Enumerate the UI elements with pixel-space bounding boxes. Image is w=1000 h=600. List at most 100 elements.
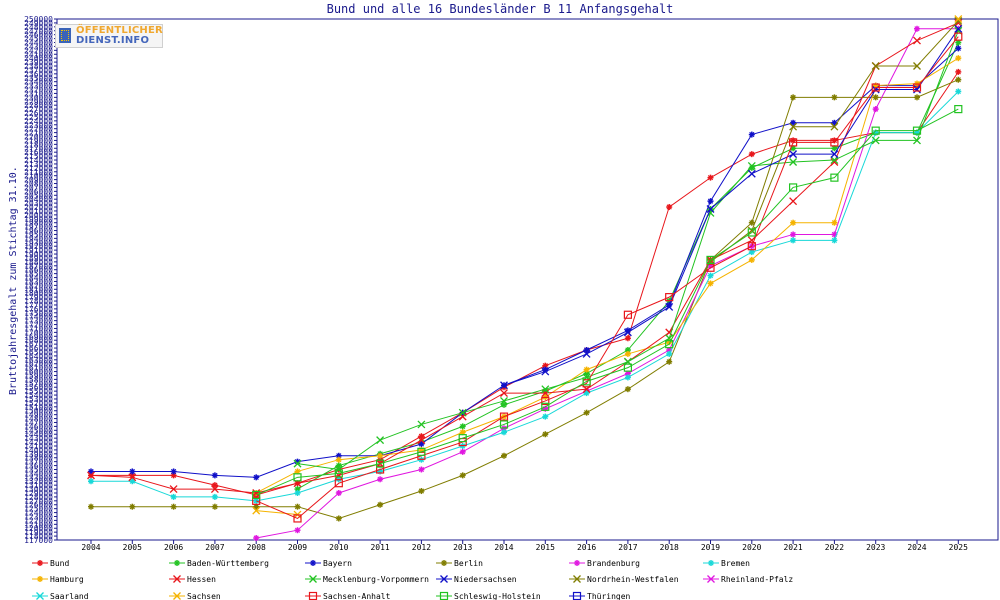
data-point	[624, 347, 631, 354]
legend-label: Mecklenburg-Vorpommern	[323, 575, 429, 584]
data-point	[913, 36, 921, 45]
data-point	[418, 441, 425, 448]
flag-icon	[59, 28, 71, 43]
series-9	[500, 24, 963, 390]
axes	[56, 18, 999, 541]
y-tick-label: 205000	[24, 191, 53, 200]
y-tick-label: 164000	[24, 352, 53, 361]
data-point	[211, 472, 218, 479]
y-tick-label: 199000	[24, 215, 53, 224]
y-tick-label: 194000	[24, 234, 53, 243]
data-point	[831, 237, 838, 244]
series-line	[91, 91, 959, 502]
y-tick-label: 166000	[24, 344, 53, 353]
y-tick-label: 121000	[24, 520, 53, 529]
data-point	[747, 242, 756, 251]
y-tick-label: 236000	[24, 70, 53, 79]
y-tick-label: 147000	[24, 418, 53, 427]
y-tick-label: 213000	[24, 160, 53, 169]
data-point	[253, 503, 260, 510]
data-point	[377, 476, 384, 483]
series-14	[252, 32, 963, 523]
data-point	[790, 119, 797, 126]
y-tick-label: 175000	[24, 309, 53, 318]
y-tick-label: 158000	[24, 375, 53, 384]
y-tick-label: 161000	[24, 364, 53, 373]
y-tick-label: 154000	[24, 391, 53, 400]
data-point	[501, 401, 507, 408]
y-tick-label: 214000	[24, 156, 53, 165]
legend-label: Sachsen	[187, 592, 221, 600]
legend-label: Berlin	[454, 559, 483, 568]
y-tick-label: 227000	[24, 105, 53, 114]
data-point	[294, 503, 301, 510]
y-tick-label: 134000	[24, 469, 53, 478]
data-point	[417, 447, 426, 456]
legend-item: Baden-Württemberg	[169, 559, 269, 568]
data-point	[253, 535, 260, 542]
y-tick-label: 222000	[24, 125, 53, 134]
legend-label: Nordrhein-Westfalen	[587, 575, 679, 584]
data-point	[252, 490, 261, 500]
x-tick-label: 2019	[701, 543, 720, 552]
y-tick-label: 119000	[24, 528, 53, 537]
data-point	[790, 237, 797, 244]
y-tick-label: 235000	[24, 74, 53, 83]
y-tick-label: 225000	[24, 113, 53, 122]
data-point	[501, 452, 507, 459]
y-tick-label: 157000	[24, 379, 53, 388]
data-point	[914, 94, 920, 101]
y-tick-label: 171000	[24, 324, 53, 333]
y-tick-label: 138000	[24, 454, 53, 463]
data-point	[376, 459, 385, 468]
data-point	[582, 377, 591, 386]
y-tick-label: 201000	[24, 207, 53, 216]
y-tick-label: 245000	[24, 35, 53, 44]
data-point	[624, 374, 631, 381]
y-tick-label: 169000	[24, 332, 53, 341]
data-point	[872, 106, 879, 113]
legend-item: Hessen	[169, 575, 216, 584]
y-tick-label: 250000	[24, 15, 53, 24]
y-tick-label: 136000	[24, 462, 53, 471]
data-point	[830, 122, 839, 131]
series-7	[87, 18, 963, 497]
data-point	[624, 386, 631, 393]
y-tick-label: 162000	[24, 360, 53, 369]
legend-label: Saarland	[50, 592, 89, 600]
data-point	[458, 434, 467, 443]
y-tick-label: 239000	[24, 58, 53, 67]
data-point	[210, 485, 219, 494]
y-tick-label: 180000	[24, 289, 53, 298]
data-point	[170, 493, 177, 500]
legend-label: Niedersachsen	[454, 575, 517, 584]
legend-label: Schleswig-Holstein	[454, 592, 541, 600]
data-point	[253, 474, 260, 481]
legend-item: Saarland	[32, 592, 89, 600]
series-8	[293, 26, 963, 474]
data-point	[623, 328, 632, 337]
data-point	[790, 231, 797, 238]
y-tick-label: 195000	[24, 230, 53, 239]
x-tick-label: 2022	[825, 543, 844, 552]
y-tick-label: 211000	[24, 168, 53, 177]
data-point	[541, 367, 550, 376]
y-tick-label: 248000	[24, 23, 53, 32]
y-tick-label: 196000	[24, 227, 53, 236]
y-tick-label: 221000	[24, 129, 53, 138]
data-point	[170, 468, 177, 475]
legend-item: Niedersachsen	[436, 575, 517, 584]
y-tick-label: 215000	[24, 152, 53, 161]
data-point	[252, 489, 261, 497]
x-tick-label: 2014	[494, 543, 513, 552]
y-tick-label: 223000	[24, 121, 53, 130]
y-tick-label: 219000	[24, 136, 53, 145]
data-point	[211, 493, 218, 500]
x-tick-label: 2013	[453, 543, 472, 552]
data-point	[747, 169, 756, 178]
data-point	[129, 503, 136, 510]
legend-label: Baden-Württemberg	[187, 559, 269, 568]
series-line	[297, 30, 959, 471]
y-tick-label: 177000	[24, 301, 53, 310]
